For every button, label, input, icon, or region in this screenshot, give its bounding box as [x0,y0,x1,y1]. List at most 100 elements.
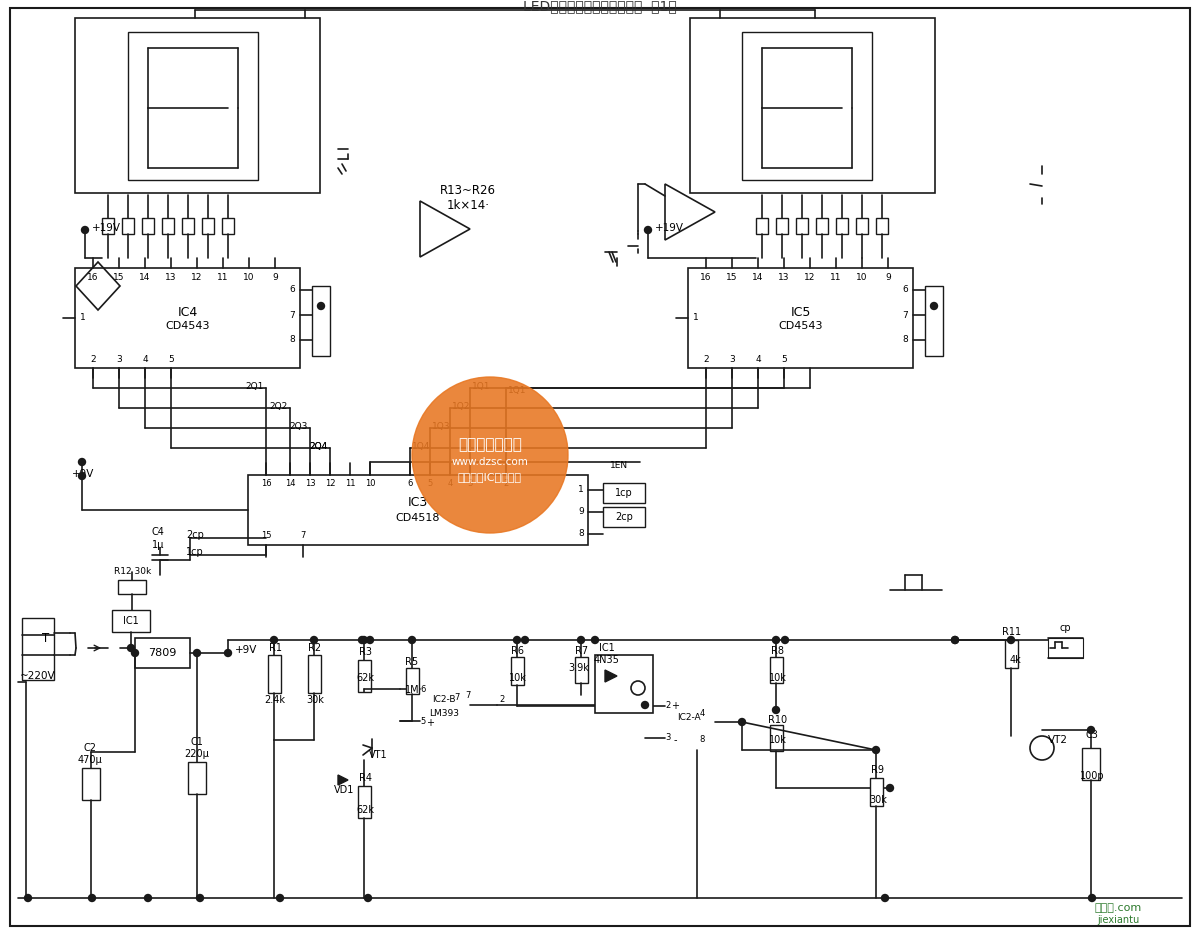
Bar [1082,748,1100,780]
Circle shape [276,895,283,901]
Bar [1006,640,1018,668]
Bar [222,218,234,234]
Circle shape [24,895,31,901]
Text: 8: 8 [578,530,584,539]
Text: 10: 10 [857,273,868,281]
Text: 维库电子市场网: 维库电子市场网 [458,437,522,452]
Text: 5: 5 [781,355,787,363]
Text: IC2-A: IC2-A [677,713,701,721]
Circle shape [360,636,367,644]
Circle shape [366,636,373,644]
Text: 1M: 1M [404,685,419,695]
Text: 62k: 62k [356,673,374,683]
Circle shape [270,636,277,644]
Text: T: T [42,631,49,644]
Text: IC3: IC3 [408,497,428,510]
Text: 全球最大IC采购网站: 全球最大IC采购网站 [458,472,522,482]
Circle shape [412,377,568,533]
Bar [202,218,214,234]
Text: 6: 6 [902,286,908,294]
Text: 5: 5 [420,716,426,726]
Circle shape [514,636,521,644]
Text: 2: 2 [665,701,671,711]
Bar [856,218,868,234]
Text: 接线图.com: 接线图.com [1094,903,1141,913]
Text: R6: R6 [511,646,524,656]
Text: 7: 7 [466,690,470,700]
Circle shape [127,644,134,652]
Text: 4: 4 [700,710,704,718]
Text: 1cp: 1cp [616,488,632,498]
Text: 1: 1 [694,314,698,322]
Circle shape [642,701,648,709]
Text: LM393: LM393 [430,710,458,718]
Text: 7: 7 [455,692,460,701]
Circle shape [82,227,89,234]
Bar [742,32,872,180]
Circle shape [773,706,780,714]
Text: 3: 3 [116,355,122,363]
Text: 3: 3 [665,733,671,743]
Circle shape [738,718,745,726]
Text: 4k: 4k [1009,655,1021,665]
Circle shape [882,895,888,901]
Text: VT2: VT2 [1048,735,1068,745]
Bar [816,218,828,234]
Bar [595,655,653,713]
Bar [776,218,788,234]
Circle shape [952,636,959,644]
Text: 8: 8 [289,335,295,345]
Text: IC4: IC4 [178,305,198,318]
Circle shape [592,636,599,644]
Text: CD4518: CD4518 [396,513,440,523]
Text: 13: 13 [166,273,176,281]
Text: C1: C1 [191,737,204,747]
Text: 4: 4 [142,355,148,363]
Polygon shape [605,670,617,682]
Text: 10k: 10k [769,673,787,683]
Text: 15: 15 [726,273,738,281]
Text: 100p: 100p [1080,771,1104,781]
Text: 2Q4: 2Q4 [310,442,328,450]
Bar [122,218,134,234]
Bar [188,762,206,794]
Circle shape [872,746,880,754]
Text: 1: 1 [80,314,86,322]
Bar [134,638,190,668]
Text: 16: 16 [260,479,271,488]
Circle shape [311,636,318,644]
Text: 8: 8 [902,335,908,345]
Text: 2: 2 [503,479,509,488]
Text: R5: R5 [406,657,419,667]
Text: +9V: +9V [235,645,257,655]
Bar [182,218,194,234]
Text: 4N35: 4N35 [594,655,620,665]
Text: 7: 7 [289,310,295,319]
Text: R8: R8 [772,646,785,656]
Text: 11: 11 [830,273,841,281]
Circle shape [132,649,138,657]
Text: C2: C2 [84,743,96,753]
Text: 7809: 7809 [148,648,176,658]
Text: 5: 5 [168,355,174,363]
Text: R1: R1 [269,643,282,653]
Text: 220μ: 220μ [185,749,210,759]
Text: 7: 7 [902,310,908,319]
Bar [308,655,322,693]
Text: +19V: +19V [92,223,121,233]
Text: www.dzsc.com: www.dzsc.com [451,457,528,467]
Text: +: + [426,718,434,728]
Text: IC2-B: IC2-B [432,696,456,704]
Text: C3: C3 [1086,730,1098,740]
Bar [1048,638,1084,658]
Text: 9: 9 [272,273,278,281]
Text: ~220V: ~220V [20,671,55,681]
Text: 1Q1: 1Q1 [508,386,527,394]
Circle shape [887,785,894,791]
Circle shape [1087,727,1094,733]
Circle shape [78,459,85,465]
Text: 4: 4 [448,479,452,488]
Text: 1: 1 [578,486,584,494]
Text: 16: 16 [88,273,98,281]
Circle shape [577,636,584,644]
